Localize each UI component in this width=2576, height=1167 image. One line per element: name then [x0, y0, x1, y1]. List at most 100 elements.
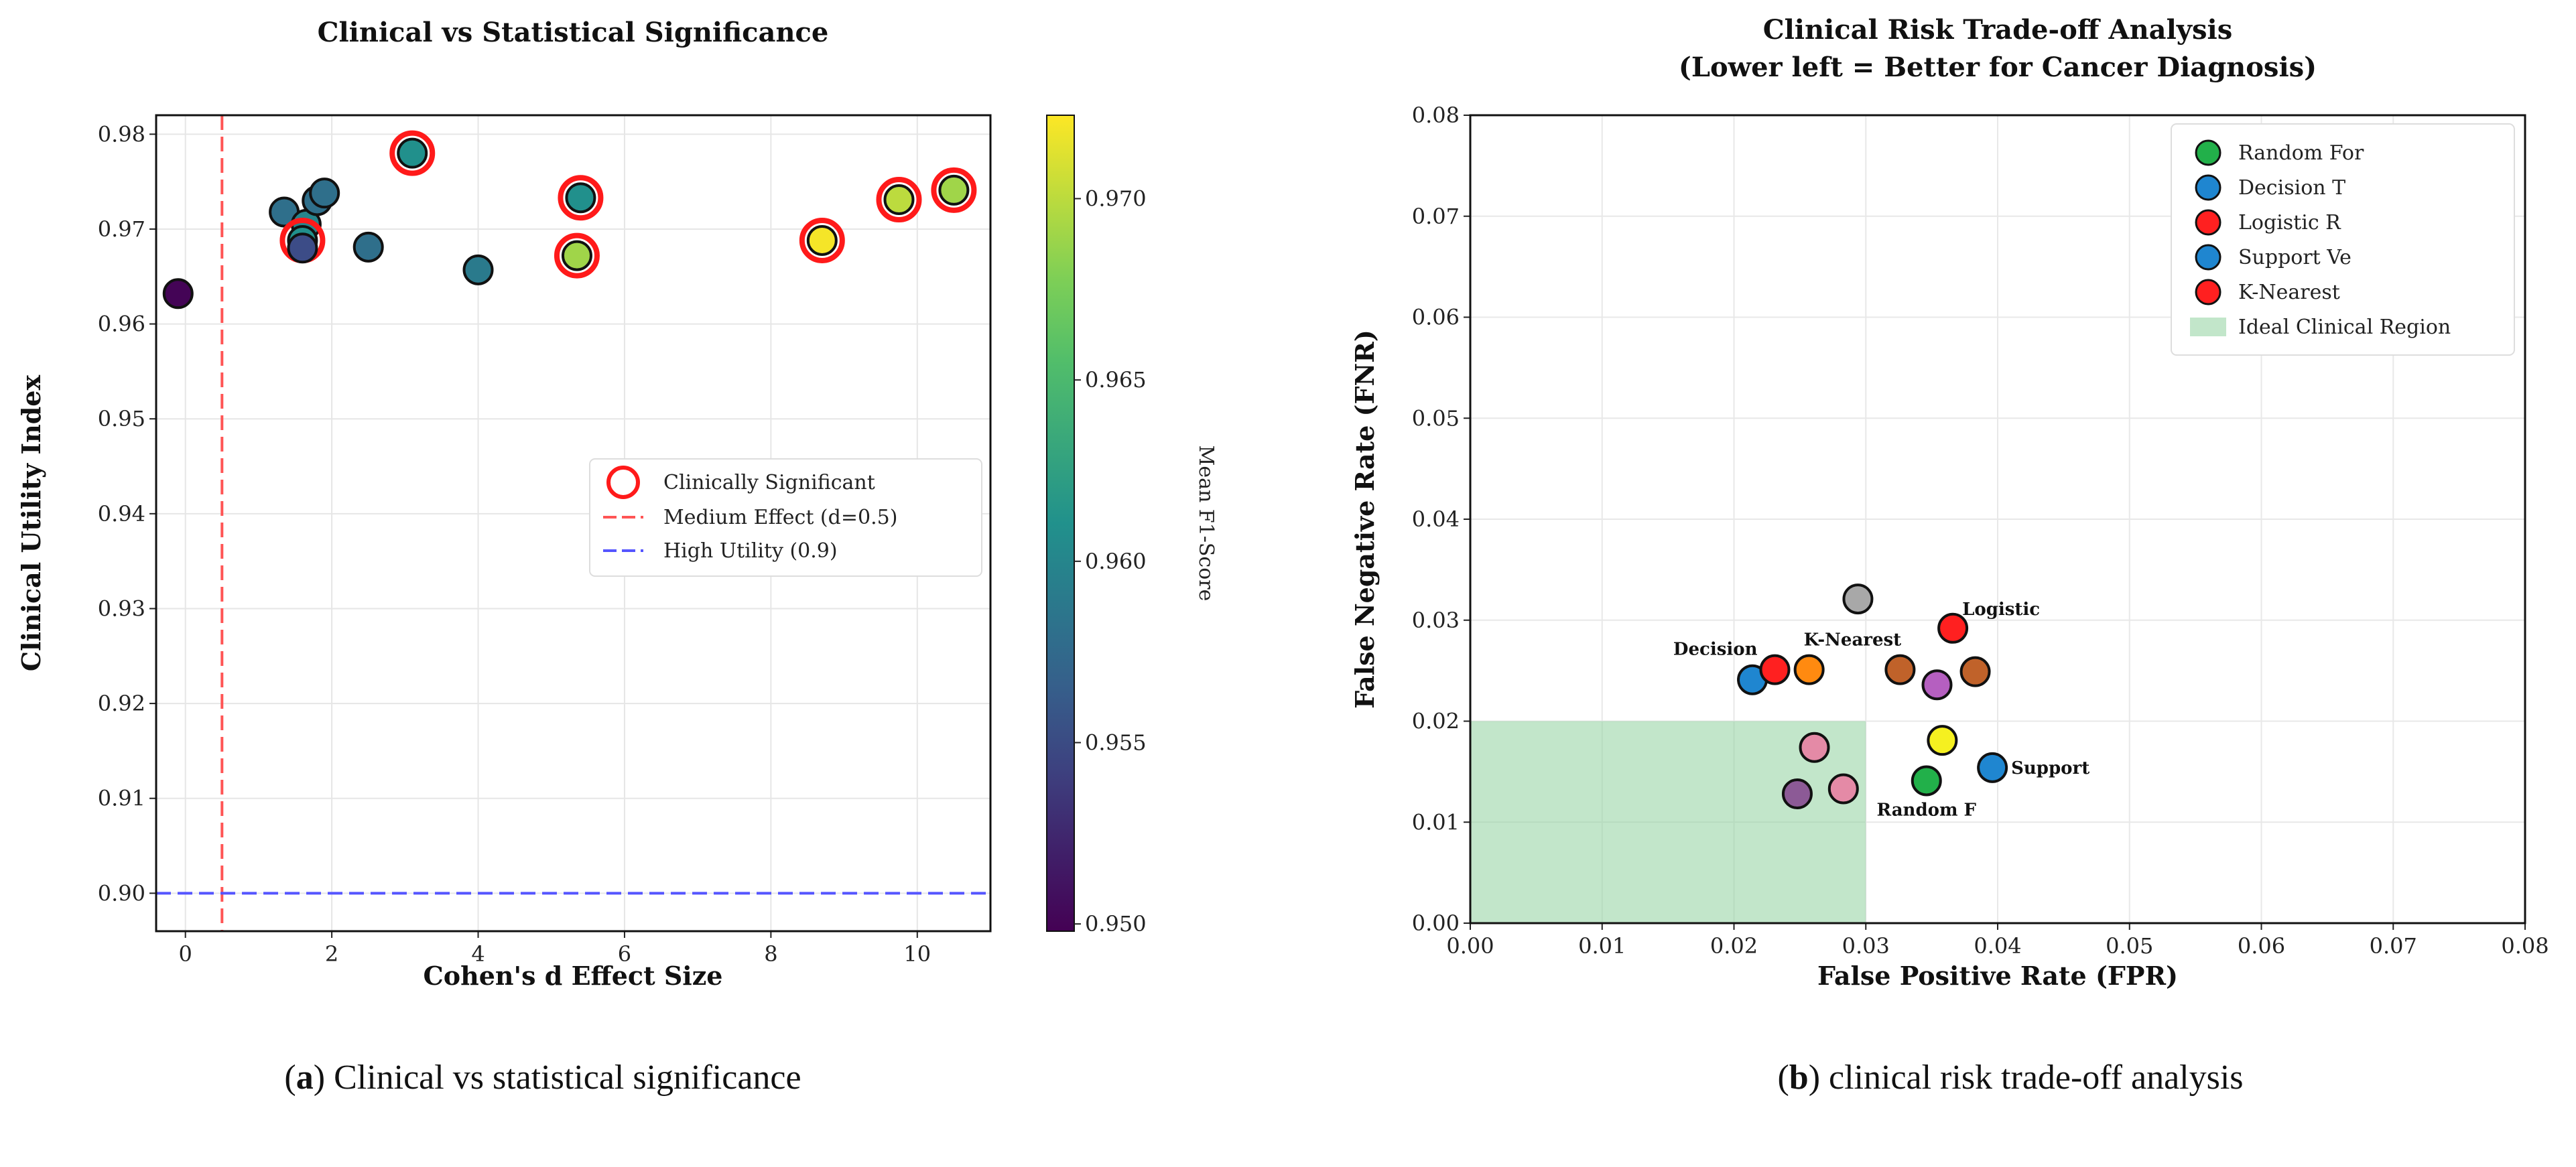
x-tick-label: 0.08 — [2501, 933, 2549, 959]
data-point — [1977, 752, 2008, 783]
point-annotation: Logistic — [1962, 600, 2040, 620]
data-point — [287, 232, 318, 264]
y-tick-label: 0.91 — [98, 786, 145, 811]
caption-a-text: Clinical vs statistical significance — [325, 1058, 801, 1097]
x-tick-label: 0.01 — [1578, 933, 1626, 959]
y-tick-label: 0.97 — [98, 216, 145, 242]
data-point — [1759, 654, 1791, 685]
chart-clinical-risk-tradeoff: Clinical Risk Trade-off Analysis (Lower … — [1350, 14, 2549, 991]
significance-ring — [558, 175, 604, 221]
data-point — [462, 254, 494, 285]
data-point — [1842, 584, 1874, 615]
legend-box — [2171, 123, 2515, 356]
data-point — [309, 178, 340, 209]
point-annotation: Decision — [1673, 640, 1758, 660]
data-point — [397, 137, 428, 169]
x-tick-label: 0.07 — [2370, 933, 2417, 959]
data-point — [352, 231, 384, 263]
x-tick-label: 0 — [179, 941, 192, 967]
x-tick-label: 0.04 — [1974, 933, 2021, 959]
y-tick-label: 0.92 — [98, 691, 145, 716]
ideal-clinical-region — [1470, 721, 1866, 923]
x-tick-label: 0.05 — [2106, 933, 2153, 959]
y-tick-label: 0.90 — [98, 880, 145, 906]
chart-b-ylabel: False Negative Rate (FNR) — [1350, 330, 1380, 709]
chart-a-ylabel: Clinical Utility Index — [16, 375, 46, 672]
legend-marker-icon — [2195, 279, 2221, 305]
caption-b: (b) clinical risk trade-off analysis — [1777, 1058, 2243, 1097]
chart-b-xlabel: False Positive Rate (FPR) — [1817, 961, 2178, 991]
x-tick-label: 0.00 — [1446, 933, 1494, 959]
legend-marker-icon — [2195, 139, 2221, 166]
legend-label: K-Nearest — [2238, 281, 2340, 304]
y-tick-label: 0.02 — [1412, 709, 1460, 734]
legend-region-swatch — [2190, 318, 2226, 336]
legend-label: Decision T — [2238, 176, 2345, 200]
data-point — [1793, 654, 1825, 685]
y-tick-label: 0.08 — [1412, 102, 1460, 128]
chart-b-subtitle: (Lower left = Better for Cancer Diagnosi… — [1679, 52, 2317, 83]
legend-label: Support Ve — [2238, 246, 2352, 269]
data-point — [1927, 725, 1958, 756]
legend-label: High Utility (0.9) — [663, 539, 838, 563]
y-tick-label: 0.06 — [1412, 305, 1460, 330]
colorbar-tick-label: 0.960 — [1085, 549, 1147, 574]
significance-ring — [554, 232, 600, 279]
data-point — [1884, 654, 1916, 685]
colorbar — [1046, 115, 1075, 932]
legend-label: Clinically Significant — [663, 471, 875, 494]
y-tick-label: 0.93 — [98, 596, 145, 621]
data-point — [1911, 765, 1942, 797]
significance-ring — [876, 177, 922, 223]
x-tick-label: 2 — [325, 941, 338, 967]
y-tick-label: 0.05 — [1412, 405, 1460, 431]
significance-ring — [389, 130, 436, 176]
x-tick-label: 10 — [903, 941, 931, 967]
caption-b-text: clinical risk trade-off analysis — [1820, 1058, 2244, 1097]
colorbar-tick-label: 0.965 — [1085, 367, 1147, 393]
colorbar-tick-label: 0.955 — [1085, 730, 1147, 756]
legend-label: Random For — [2238, 141, 2364, 165]
legend-label: Ideal Clinical Region — [2238, 316, 2451, 339]
caption-b-letter: b — [1789, 1058, 1809, 1097]
x-tick-label: 0.06 — [2238, 933, 2285, 959]
data-point — [1799, 732, 1830, 763]
point-annotation: K-Nearest — [1804, 630, 1902, 650]
chart-b-title: Clinical Risk Trade-off Analysis — [1763, 14, 2233, 46]
data-point — [1921, 669, 1953, 701]
colorbar-tick-label: 0.970 — [1085, 186, 1147, 212]
data-point — [1937, 612, 1969, 644]
colorbar-tick-label: 0.950 — [1085, 911, 1147, 937]
chart-a-xlabel: Cohen's d Effect Size — [424, 961, 723, 991]
colorbar-label: Mean F1-Score — [1194, 445, 1218, 602]
caption-a: (a) Clinical vs statistical significance — [284, 1058, 801, 1097]
legend-marker-icon — [2195, 209, 2221, 236]
plot-frame — [155, 114, 992, 933]
data-point — [1827, 773, 1859, 805]
data-point — [565, 182, 596, 214]
x-tick-label: 0.03 — [1842, 933, 1890, 959]
point-annotation: Random F — [1877, 800, 1977, 820]
y-tick-label: 0.96 — [98, 312, 145, 337]
data-point — [1959, 656, 1991, 687]
y-tick-label: 0.95 — [98, 406, 145, 431]
plot-frame — [1469, 114, 2526, 924]
legend: Random For Decision T Logistic R Support Ve… — [2171, 123, 2515, 356]
legend: Clinically Significant Medium Effect (d=0… — [589, 458, 982, 577]
legend-marker-icon — [2195, 244, 2221, 271]
y-tick-label: 0.94 — [98, 501, 145, 527]
significance-ring — [931, 167, 977, 213]
x-tick-label: 8 — [764, 941, 777, 967]
caption-a-letter: a — [296, 1058, 314, 1097]
legend-ring-icon — [606, 466, 640, 499]
legend-label: Medium Effect (d=0.5) — [663, 506, 897, 529]
y-tick-label: 0.01 — [1412, 809, 1460, 835]
y-tick-label: 0.98 — [98, 121, 145, 147]
data-point — [938, 174, 970, 206]
data-point — [1781, 778, 1813, 810]
legend-box — [589, 458, 982, 577]
legend-label: Logistic R — [2238, 211, 2341, 234]
data-point — [806, 224, 838, 256]
legend-marker-icon — [2195, 174, 2221, 201]
